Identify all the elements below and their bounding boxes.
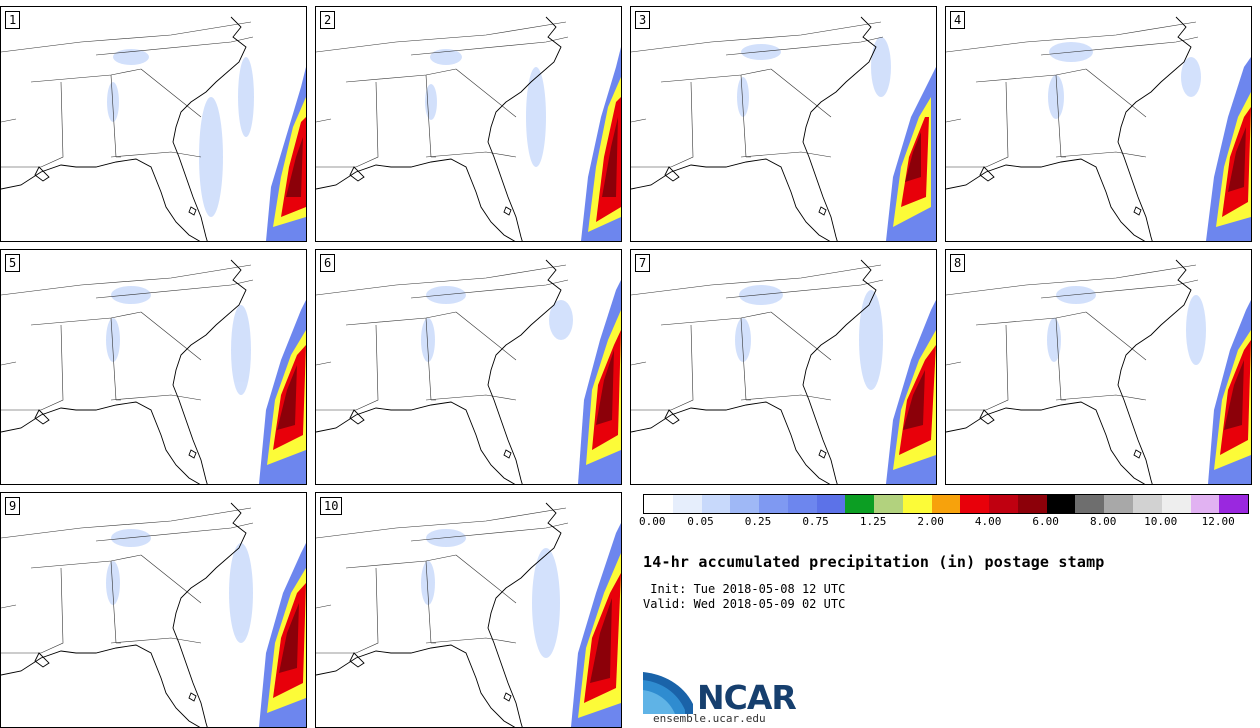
stamp-label: 9: [5, 497, 21, 515]
colorbar-swatch: [874, 495, 903, 513]
colorbar-tick-label: 1.25: [859, 515, 887, 528]
stamp-label: 10: [320, 497, 343, 515]
colorbar-swatch: [759, 495, 788, 513]
colorbar-swatch: [989, 495, 1018, 513]
colorbar-tick-label: 4.00: [974, 515, 1002, 528]
colorbar-swatch: [931, 495, 961, 513]
precip-map: [631, 16, 936, 241]
stamp-label: 3: [635, 11, 651, 29]
colorbar-swatch: [787, 495, 817, 513]
stamp-panel-10: 10: [315, 492, 622, 728]
colorbar-swatch: [1075, 495, 1105, 513]
stamp-label: 2: [320, 11, 336, 29]
colorbar-tick-label: 0.75: [802, 515, 829, 528]
precip-colorbar: [643, 494, 1249, 514]
precip-map: [1, 259, 306, 484]
colorbar-swatch: [902, 495, 932, 513]
colorbar-swatch: [1046, 495, 1076, 513]
colorbar-swatch: [960, 495, 990, 513]
site-url: ensemble.ucar.edu: [653, 712, 766, 725]
valid-time: Valid: Wed 2018-05-09 02 UTC: [643, 597, 846, 611]
colorbar-swatch: [730, 495, 760, 513]
stamp-label: 4: [950, 11, 966, 29]
stamp-panel-6: 6: [315, 249, 622, 485]
colorbar-swatch: [701, 495, 731, 513]
colorbar-swatch: [1190, 495, 1220, 513]
colorbar-swatch: [1017, 495, 1047, 513]
colorbar-tick-label: 0.00: [639, 515, 666, 528]
precip-map: [631, 259, 936, 484]
colorbar-swatch: [816, 495, 846, 513]
stamp-panel-2: 2: [315, 6, 622, 242]
colorbar-swatch: [644, 495, 673, 513]
colorbar-tick-label: 0.25: [744, 515, 772, 528]
init-time: Init: Tue 2018-05-08 12 UTC: [643, 582, 846, 596]
chart-title: 14-hr accumulated precipitation (in) pos…: [643, 553, 1105, 571]
ncar-logo-icon: [643, 672, 693, 714]
colorbar-tick-label: 6.00: [1032, 515, 1059, 528]
colorbar-swatch: [1133, 495, 1162, 513]
stamp-label: 6: [320, 254, 336, 272]
colorbar-swatch: [1219, 495, 1249, 513]
precip-map: [946, 259, 1251, 484]
precip-map: [316, 16, 621, 241]
colorbar-tick-label: 12.00: [1201, 515, 1235, 528]
precip-map: [1, 502, 306, 727]
precip-map: [316, 502, 621, 727]
colorbar-tick-label: 10.00: [1144, 515, 1178, 528]
colorbar-swatch: [1161, 495, 1191, 513]
stamp-panel-1: 1: [0, 6, 307, 242]
colorbar-tick-label: 8.00: [1089, 515, 1117, 528]
ncar-logo-text: NCAR: [697, 678, 797, 717]
colorbar-tick-label: 2.00: [917, 515, 944, 528]
stamp-label: 8: [950, 254, 966, 272]
precip-map: [316, 259, 621, 484]
stamp-label: 7: [635, 254, 651, 272]
colorbar-swatch: [672, 495, 702, 513]
stamp-panel-3: 3: [630, 6, 937, 242]
stamp-label: 1: [5, 11, 21, 29]
stamp-panel-8: 8: [945, 249, 1252, 485]
precip-map: [1, 16, 306, 241]
stamp-panel-4: 4: [945, 6, 1252, 242]
stamp-panel-7: 7: [630, 249, 937, 485]
stamp-label: 5: [5, 254, 21, 272]
precip-map: [946, 16, 1251, 241]
colorbar-swatch: [1104, 495, 1134, 513]
stamp-panel-5: 5: [0, 249, 307, 485]
stamp-panel-9: 9: [0, 492, 307, 728]
colorbar-swatch: [845, 495, 875, 513]
colorbar-tick-label: 0.05: [687, 515, 714, 528]
